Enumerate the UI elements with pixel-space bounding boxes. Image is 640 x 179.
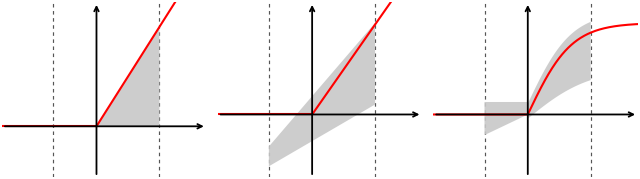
Polygon shape bbox=[269, 23, 375, 166]
Polygon shape bbox=[484, 22, 591, 135]
Polygon shape bbox=[97, 27, 159, 126]
